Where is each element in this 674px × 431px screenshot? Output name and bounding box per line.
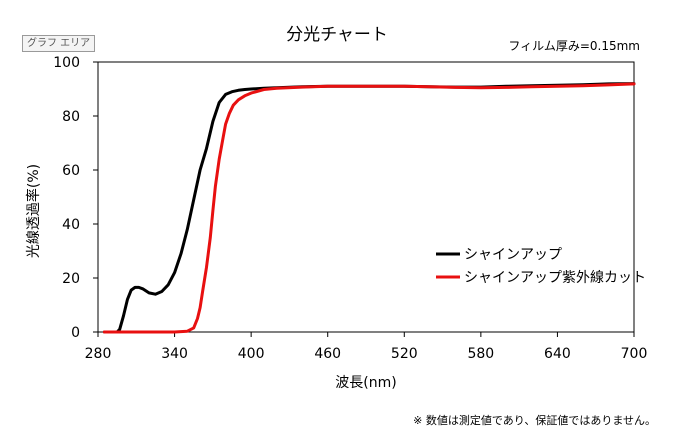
y-tick-label: 80: [62, 109, 80, 125]
x-tick-label: 520: [391, 346, 418, 362]
x-tick-label: 700: [621, 346, 648, 362]
x-tick-label: 400: [238, 346, 265, 362]
x-tick-label: 640: [544, 346, 571, 362]
chart-area-tag: グラフ エリア: [22, 35, 96, 52]
x-tick-label: 460: [314, 346, 341, 362]
plot-frame: [97, 61, 635, 333]
y-tick-label: 20: [62, 271, 80, 287]
y-tick-label: 60: [62, 163, 80, 179]
series-line-2: [102, 82, 636, 334]
x-axis-label: 波長(nm): [335, 375, 396, 391]
y-axis-label: 光線透過率(%): [25, 164, 42, 258]
footnote: ※ 数値は測定値であり、保証値ではありません。: [413, 414, 656, 427]
chart-title: 分光チャート: [286, 25, 388, 45]
y-tick-label: 40: [62, 217, 80, 233]
x-tick-label: 580: [467, 346, 494, 362]
series-line-1: [102, 82, 636, 334]
legend-label-2: シャインアップ紫外線カット: [464, 270, 646, 286]
legend-label-1: シャインアップ: [464, 247, 562, 263]
x-tick-label: 340: [161, 346, 188, 362]
film-thickness-label: フィルム厚み=0.15mm: [508, 39, 640, 53]
y-tick-label: 100: [53, 55, 80, 71]
x-tick-label: 280: [85, 346, 112, 362]
y-tick-label: 0: [71, 325, 80, 341]
